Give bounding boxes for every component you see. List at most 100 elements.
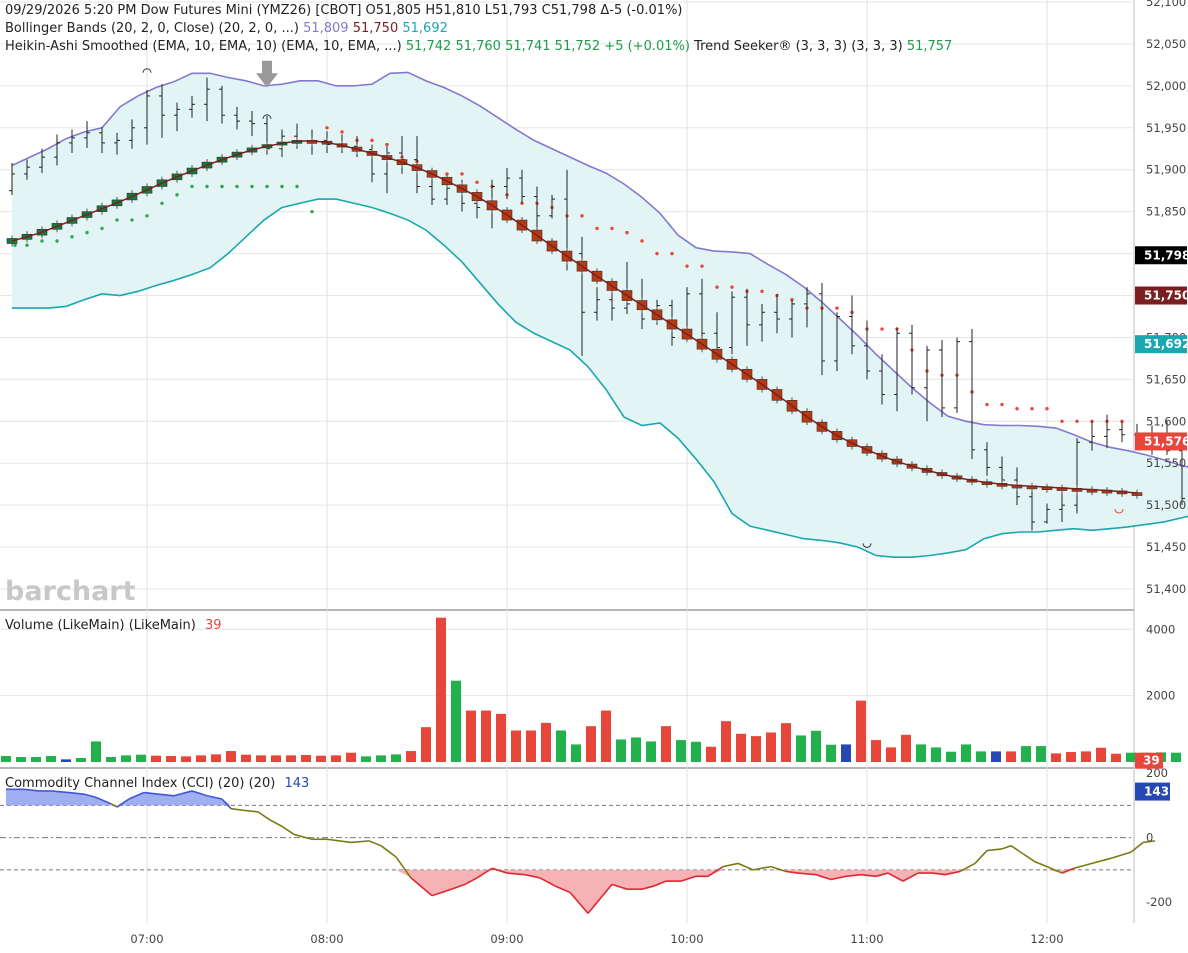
watermark: barchart [5, 576, 136, 607]
cci-segment [410, 877, 433, 897]
y-tick-label: 51,850 [1146, 205, 1186, 219]
trend-seeker-dot-down [625, 230, 629, 235]
volume-bar [646, 741, 656, 762]
cci-pane-label: Commodity Channel Index (CCI) (20) (20) [5, 776, 275, 791]
y-tick-label: 51,450 [1146, 540, 1186, 554]
trend-seeker-dot-up [205, 184, 209, 189]
volume-bar [301, 755, 311, 762]
trend-seeker-dot-down [1090, 419, 1094, 424]
volume-bar [901, 734, 911, 762]
price-tag [1135, 335, 1187, 354]
bollinger-upper-value: 51,809 [303, 21, 349, 36]
header-ohlc: O51,805 H51,810 L51,793 C51,798 [365, 3, 597, 18]
cci-segment [50, 790, 70, 794]
trend-seeker-dot-up [25, 243, 29, 247]
volume-bar [1021, 746, 1031, 762]
price-tag [1135, 286, 1187, 305]
swing-marker-icon [262, 114, 272, 119]
x-tick-label: 10:00 [670, 932, 703, 946]
cci-segment [506, 872, 526, 876]
bollinger-bands [11, 71, 1188, 558]
volume-bar [616, 739, 626, 762]
cci-line [6, 788, 1156, 914]
cci-tag [1135, 782, 1170, 801]
volume-bar [661, 726, 671, 762]
cci-segment [707, 865, 724, 877]
cci-segment [599, 883, 613, 900]
volume-bar [1171, 752, 1181, 762]
volume-bar [1, 756, 11, 762]
volume-bar [1036, 746, 1046, 762]
header-change: Δ-5 (-0.01%) [600, 3, 683, 18]
volume-bar [976, 751, 986, 762]
cci-segment [641, 885, 655, 890]
cci-segment [476, 867, 493, 879]
volume-bar [526, 730, 536, 762]
cci-segment [281, 825, 295, 836]
cci-segment [257, 811, 271, 821]
header-datetime: 09/29/2026 5:20 PM [5, 3, 137, 18]
cci-segment [1073, 862, 1093, 870]
volume-bar [796, 735, 806, 762]
price-tag [1135, 432, 1187, 451]
cci-segment [173, 790, 193, 797]
volume-bar [856, 700, 866, 762]
cci-segment [1142, 840, 1156, 844]
trend-seeker-dot-down [610, 226, 614, 231]
cci-segment [68, 791, 85, 795]
y-tick-label: 51,900 [1146, 163, 1186, 177]
cci-segment [554, 885, 571, 894]
volume-bar [166, 756, 176, 762]
volume-bar [466, 710, 476, 762]
price-tags: 51,798 51,750 51,692 51,576 39 143 [1135, 246, 1188, 801]
volume-bar [91, 741, 101, 762]
volume-bar [46, 756, 56, 762]
price-tag-label: 51,692 [1144, 337, 1188, 351]
trend-seeker-dot-up [235, 184, 239, 189]
cci-segment [845, 873, 862, 878]
header-line-3: Heikin-Ashi Smoothed (EMA, 10, EMA, 10) … [5, 39, 952, 54]
cci-segment [1046, 865, 1063, 874]
volume-bar [151, 755, 161, 762]
trend-seeker-dot-down [580, 214, 584, 218]
volume-bar [706, 746, 716, 762]
cci-segment [785, 870, 799, 874]
cci-segment [974, 849, 988, 864]
cci-pane-title: Commodity Channel Index (CCI) (20) (20) … [5, 776, 309, 791]
cci-segment [230, 807, 244, 812]
cci-tick-label: 0 [1146, 831, 1153, 845]
trend-seeker-dot-down [685, 264, 689, 268]
trend-seeker-dot-down [385, 142, 389, 147]
trend-seeker-dot-up [100, 226, 104, 231]
trend-seeker-dot-down [460, 172, 464, 176]
trend-seeker-dot-down [835, 306, 839, 310]
trend-seeker-dot-up [160, 201, 164, 205]
cci-segment [158, 793, 175, 797]
trend-seeker-dot-up [40, 239, 44, 243]
volume-bar [391, 754, 401, 762]
trend-seeker-label: Trend Seeker® (3, 3, 3) (3, 3, 3) [694, 39, 903, 54]
cci-segment [797, 872, 817, 876]
volume-bar [691, 741, 701, 762]
volume-bar [286, 755, 296, 762]
y-tick-label: 51,550 [1146, 456, 1186, 470]
trend-seeker-dot-down [640, 239, 644, 243]
cci-segment [875, 872, 889, 878]
trend-seeker-dot-down [790, 298, 794, 302]
cci-segment [242, 809, 259, 813]
volume-bar [1081, 751, 1091, 762]
cci-segment [1109, 851, 1132, 860]
cci-segment [83, 793, 97, 799]
trend-seeker-dot-up [70, 235, 74, 239]
cci-segment [887, 872, 904, 882]
volume-bar [316, 755, 326, 762]
volume-bar [256, 755, 266, 762]
cci-segment [752, 865, 772, 871]
trend-seeker-dot-down [655, 251, 659, 256]
trend-seeker-dot-down [1000, 402, 1004, 407]
cci-segment [524, 873, 541, 879]
volume-bar [946, 751, 956, 762]
trend-seeker-dot-down [340, 130, 344, 134]
volume-bar [451, 680, 461, 762]
